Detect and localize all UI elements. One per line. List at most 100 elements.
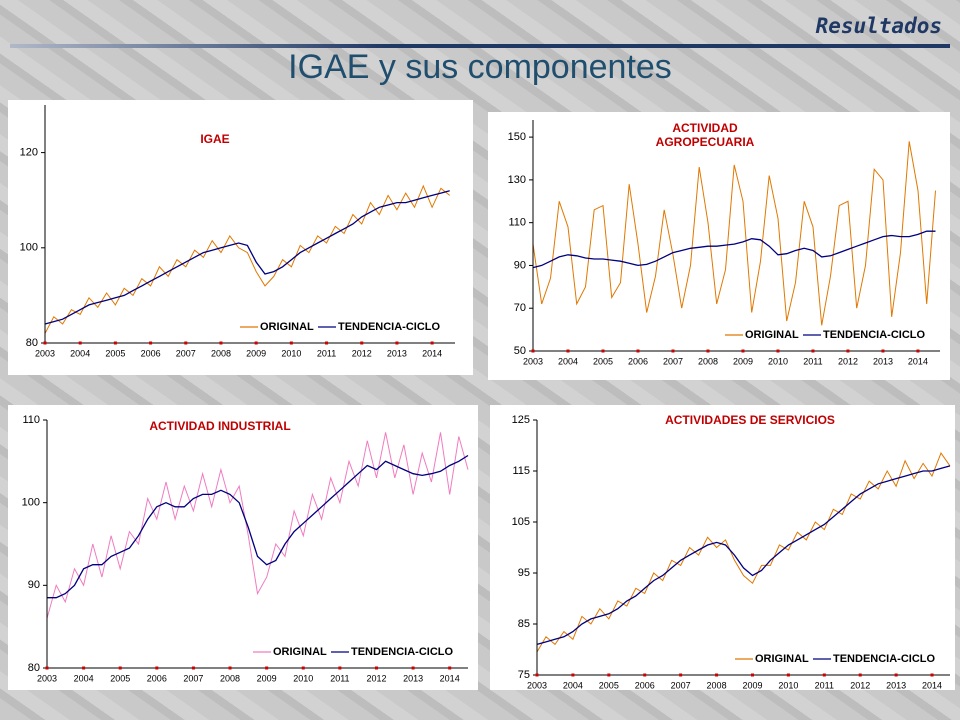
x-tick-label: 2006 <box>147 673 167 683</box>
x-tick-label: 2005 <box>110 673 130 683</box>
header: Resultados <box>815 14 942 38</box>
x-tick-label: 2006 <box>141 348 161 358</box>
x-tick <box>374 666 378 670</box>
y-tick-label: 125 <box>512 414 530 426</box>
x-tick-label: 2008 <box>211 348 231 358</box>
x-tick-label: 2003 <box>523 356 543 366</box>
x-tick-label: 2010 <box>281 348 301 358</box>
x-tick-label: 2005 <box>599 680 619 690</box>
x-tick-label: 2013 <box>873 356 893 366</box>
y-tick-label: 120 <box>20 147 38 159</box>
x-tick-label: 2008 <box>707 680 727 690</box>
legend-label: TENDENCIA-CICLO <box>823 329 925 341</box>
legend-label: TENDENCIA-CICLO <box>833 653 935 665</box>
x-tick <box>750 673 754 677</box>
x-tick <box>155 666 159 670</box>
y-tick-label: 105 <box>512 516 530 528</box>
legend-label: ORIGINAL <box>745 329 799 341</box>
chart-title: ACTIVIDAD INDUSTRIAL <box>149 419 291 433</box>
x-tick <box>113 341 117 345</box>
series-line <box>536 465 951 646</box>
legend-label: TENDENCIA-CICLO <box>338 321 440 333</box>
series-line <box>532 141 936 326</box>
x-tick-label: 2013 <box>387 348 407 358</box>
x-tick <box>531 349 535 353</box>
x-tick <box>535 673 539 677</box>
x-tick-label: 2005 <box>593 356 613 366</box>
x-tick-label: 2008 <box>220 673 240 683</box>
x-tick <box>566 349 570 353</box>
x-tick-label: 2013 <box>886 680 906 690</box>
x-tick-label: 2011 <box>803 356 822 366</box>
x-tick <box>679 673 683 677</box>
x-tick <box>858 673 862 677</box>
x-tick <box>118 666 122 670</box>
x-tick-label: 2009 <box>246 348 266 358</box>
x-tick <box>325 341 329 345</box>
x-tick-label: 2006 <box>635 680 655 690</box>
x-tick-label: 2014 <box>422 348 442 358</box>
x-tick-label: 2013 <box>403 673 423 683</box>
chart-title: IGAE <box>200 132 230 146</box>
y-tick-label: 90 <box>28 579 40 591</box>
panel <box>8 405 478 690</box>
x-tick-label: 2011 <box>330 673 349 683</box>
y-tick-label: 115 <box>512 465 530 477</box>
x-tick-label: 2009 <box>257 673 277 683</box>
panel <box>490 405 955 690</box>
x-tick <box>811 349 815 353</box>
x-tick <box>228 666 232 670</box>
chart-title: ACTIVIDAD AGROPECUARIA <box>655 121 755 149</box>
x-tick-label: 2014 <box>922 680 942 690</box>
x-tick <box>45 666 49 670</box>
x-tick <box>671 349 675 353</box>
header-rule <box>10 44 950 48</box>
x-tick-label: 2012 <box>838 356 858 366</box>
legend-label: ORIGINAL <box>273 646 327 658</box>
x-tick <box>149 341 153 345</box>
y-tick-label: 75 <box>518 669 530 681</box>
x-tick-label: 2004 <box>563 680 583 690</box>
y-tick-label: 50 <box>514 345 526 357</box>
x-tick-label: 2007 <box>176 348 196 358</box>
x-tick-label: 2006 <box>628 356 648 366</box>
panel <box>8 100 473 375</box>
x-tick-label: 2003 <box>35 348 55 358</box>
x-tick-label: 2004 <box>74 673 94 683</box>
x-tick <box>916 349 920 353</box>
x-tick <box>411 666 415 670</box>
y-tick-label: 100 <box>22 497 40 509</box>
x-tick <box>395 341 399 345</box>
legend-label: ORIGINAL <box>755 653 809 665</box>
x-tick <box>846 349 850 353</box>
x-tick <box>881 349 885 353</box>
y-tick-label: 110 <box>508 217 526 229</box>
x-tick-label: 2009 <box>742 680 762 690</box>
x-tick <box>706 349 710 353</box>
x-tick <box>571 673 575 677</box>
x-tick <box>430 341 434 345</box>
x-tick-label: 2007 <box>671 680 691 690</box>
x-tick-label: 2010 <box>778 680 798 690</box>
x-tick <box>289 341 293 345</box>
x-tick <box>219 341 223 345</box>
x-tick-label: 2008 <box>698 356 718 366</box>
x-tick-label: 2010 <box>293 673 313 683</box>
x-tick <box>636 349 640 353</box>
x-tick <box>715 673 719 677</box>
x-tick-label: 2014 <box>440 673 460 683</box>
y-tick-label: 70 <box>514 302 526 314</box>
x-tick-label: 2012 <box>366 673 386 683</box>
x-tick <box>930 673 934 677</box>
chart-title: ACTIVIDADES DE SERVICIOS <box>665 413 835 427</box>
x-tick <box>894 673 898 677</box>
x-tick <box>78 341 82 345</box>
x-tick-label: 2004 <box>558 356 578 366</box>
x-tick <box>786 673 790 677</box>
x-tick-label: 2003 <box>527 680 547 690</box>
x-tick <box>607 673 611 677</box>
x-tick-label: 2012 <box>352 348 372 358</box>
series-line <box>532 230 936 269</box>
x-tick-label: 2007 <box>663 356 683 366</box>
